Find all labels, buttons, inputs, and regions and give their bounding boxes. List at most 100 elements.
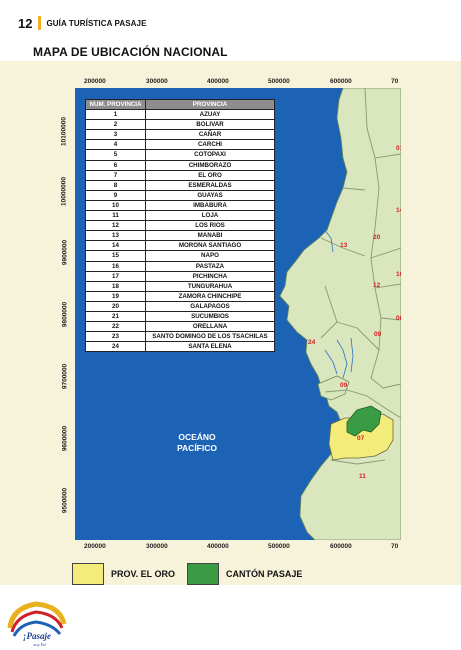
table-row: 8 ESMERALDAS <box>85 179 275 191</box>
province-number-label: 09 <box>340 382 348 389</box>
logo-subtext: soy Yo! <box>34 642 47 647</box>
map-title: MAPA DE UBICACIÓN NACIONAL <box>33 45 228 59</box>
table-row: 4 CARCHI <box>85 139 275 151</box>
table-row: 6 CHIMBORAZO <box>85 159 275 171</box>
x-tick-top: 300000 <box>146 78 168 85</box>
province-name: PASTAZA <box>145 260 275 272</box>
x-tick-top: 70 <box>391 78 399 85</box>
province-number: 11 <box>85 210 146 222</box>
province-name: SUCUMBIOS <box>145 310 275 323</box>
province-borders <box>320 88 401 465</box>
province-name: MORONA SANTIAGO <box>145 240 275 252</box>
province-name: ZAMORA CHINCHIPE <box>145 290 275 302</box>
pasaje-logo: ¡Pasaje soy Yo! <box>7 601 67 647</box>
province-number: 23 <box>85 331 146 343</box>
page-number: 12 <box>18 15 33 31</box>
x-tick-top: 600000 <box>330 78 352 85</box>
table-row: 13 MANABI <box>85 230 275 242</box>
x-tick-bottom: 400000 <box>207 543 229 550</box>
province-number-label: 06 <box>396 315 401 322</box>
x-tick-bottom: 300000 <box>146 543 168 550</box>
province-name: NAPO <box>145 250 275 262</box>
table-row: 22 ORELLANA <box>85 321 275 333</box>
x-tick-top: 500000 <box>268 78 290 85</box>
province-name: LOJA <box>145 210 275 222</box>
province-number-label: 12 <box>373 282 381 289</box>
table-row: 14 MORONA SANTIAGO <box>85 240 275 252</box>
province-table-header-row: NUM. PROVINCIA PROVINCIA <box>85 98 275 111</box>
province-name: CHIMBORAZO <box>145 159 275 171</box>
province-name: ORELLANA <box>145 321 275 333</box>
table-row: 15 NAPO <box>85 250 275 262</box>
ocean-label-line-1: OCEÁNO <box>178 432 216 442</box>
province-number: 2 <box>85 119 146 131</box>
table-row: 11 LOJA <box>85 210 275 222</box>
province-number: 16 <box>85 260 146 272</box>
table-row: 18 TUNGURAHUA <box>85 280 275 292</box>
x-tick-top: 400000 <box>207 78 229 85</box>
table-row: 7 EL ORO <box>85 169 275 181</box>
ocean-label-line-2: PACÍFICO <box>177 443 217 453</box>
table-row: 20 GALAPAGOS <box>85 300 275 312</box>
table-row: 19 ZAMORA CHINCHIPE <box>85 290 275 302</box>
table-row: 9 GUAYAS <box>85 189 275 201</box>
province-number: 7 <box>85 169 146 181</box>
table-row: 5 COTOPAXI <box>85 149 275 161</box>
province-name: TUNGURAHUA <box>145 280 275 292</box>
legend-item-pasaje: CANTÓN PASAJE <box>187 563 302 585</box>
province-table-body: 1 AZUAY 2 BOLIVAR 3 CAÑAR 4 CARCHI 5 COTOPAXI… <box>85 109 275 353</box>
page-header: 12 GUÍA TURÍSTICA PASAJE <box>18 14 147 32</box>
province-name: SANTO DOMINGO DE LOS TSACHILAS <box>145 331 275 343</box>
x-tick-bottom: 600000 <box>330 543 352 550</box>
pasaje-canton <box>346 405 382 437</box>
logo-arc-red <box>10 610 64 633</box>
column-header-province: PROVINCIA <box>145 98 275 111</box>
province-name: BOLIVAR <box>145 119 275 131</box>
province-name: CARCHI <box>145 139 275 151</box>
province-number-label: 07 <box>357 435 365 442</box>
y-tick: 10000000 <box>60 177 68 206</box>
province-name: ESMERALDAS <box>145 179 275 191</box>
x-tick-bottom: 500000 <box>268 543 290 550</box>
province-number: 15 <box>85 250 146 262</box>
puna-island <box>317 375 350 401</box>
logo-arc-yellow <box>7 601 67 629</box>
header-divider <box>38 16 42 30</box>
province-number-label: 13 <box>340 242 348 249</box>
province-number: 8 <box>85 179 146 191</box>
province-number: 6 <box>85 159 146 171</box>
logo-arc-blue <box>12 620 62 637</box>
province-name: GALAPAGOS <box>145 300 275 312</box>
province-name: CAÑAR <box>145 129 275 141</box>
table-row: 12 LOS RIOS <box>85 220 275 232</box>
province-name: GUAYAS <box>145 189 275 201</box>
table-row: 2 BOLIVAR <box>85 119 275 131</box>
ocean-label: OCEÁNO PACÍFICO <box>177 432 217 453</box>
province-name: SANTA ELENA <box>145 341 275 353</box>
province-number: 22 <box>85 321 146 333</box>
province-number-label: 20 <box>373 234 381 241</box>
table-row: 21 SUCUMBIOS <box>85 310 275 323</box>
province-number-label: 01 <box>396 145 401 152</box>
rivers <box>322 227 354 379</box>
province-number: 10 <box>85 199 146 212</box>
province-number: 3 <box>85 129 146 141</box>
column-header-number: NUM. PROVINCIA <box>85 98 146 111</box>
province-name: EL ORO <box>145 169 275 181</box>
province-number-label: 09 <box>374 331 382 338</box>
legend-swatch-el-oro <box>72 563 104 585</box>
province-number: 12 <box>85 220 146 232</box>
y-tick: 9600000 <box>61 425 69 452</box>
province-table: NUM. PROVINCIA PROVINCIA 1 AZUAY 2 BOLIVAR… <box>85 98 275 353</box>
province-number: 18 <box>85 280 146 292</box>
province-number-label: 11 <box>359 473 366 480</box>
province-number: 24 <box>85 341 146 353</box>
province-number: 19 <box>85 290 146 302</box>
legend-label-pasaje: CANTÓN PASAJE <box>226 569 303 579</box>
table-row: 1 AZUAY <box>85 109 275 121</box>
province-name: LOS RIOS <box>145 220 275 232</box>
x-tick-bottom: 200000 <box>84 543 106 550</box>
x-tick-top: 200000 <box>84 78 106 85</box>
province-number-label: 10 <box>396 271 401 278</box>
table-row: 17 PICHINCHA <box>85 270 275 282</box>
